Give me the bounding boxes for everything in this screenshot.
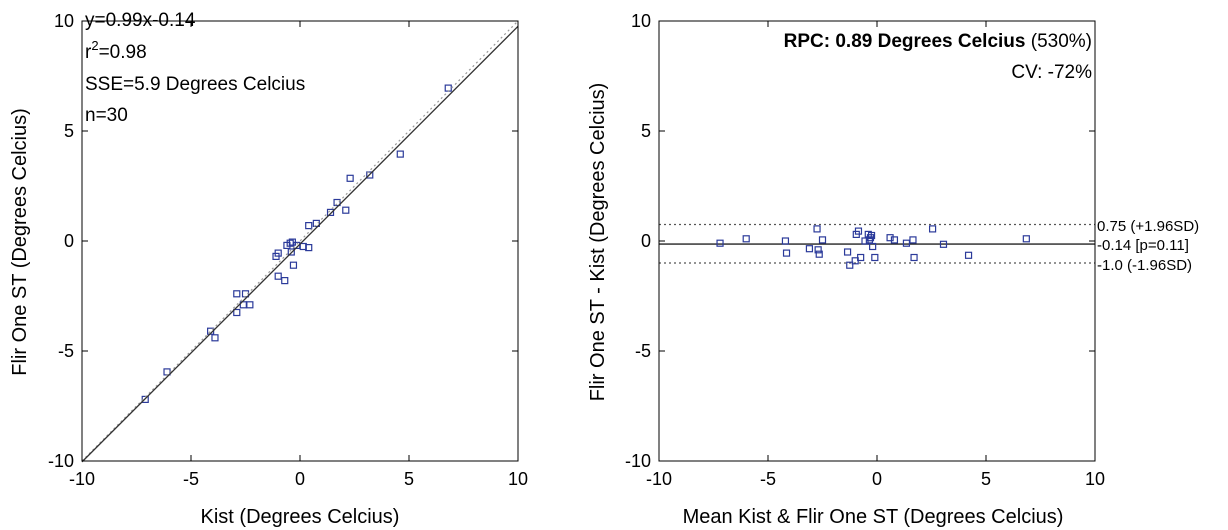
bland-altman-x-tick-label: 5 bbox=[981, 469, 991, 489]
bland-altman-y-tick-label: 10 bbox=[631, 11, 651, 31]
regression-y-axis-title: Flir One ST (Degrees Celcius) bbox=[9, 108, 31, 375]
upper-limit-label: 0.75 (+1.96SD) bbox=[1097, 218, 1199, 235]
bland-altman-data-point bbox=[890, 236, 899, 244]
bland-altman-x-tick-label: 0 bbox=[872, 469, 882, 489]
regression-data-point bbox=[289, 261, 298, 269]
regression-data-point bbox=[444, 84, 452, 92]
regression-data-point bbox=[342, 206, 350, 214]
bland-altman-data-point bbox=[909, 236, 917, 244]
bland-altman-points bbox=[716, 225, 1030, 269]
regression-n: n=30 bbox=[85, 105, 128, 126]
regression-data-point bbox=[233, 290, 241, 298]
bland-altman-data-point bbox=[742, 235, 750, 243]
bland-altman-data-point bbox=[910, 253, 918, 262]
regression-y-tick-label: -5 bbox=[58, 341, 74, 361]
regression-data-point bbox=[246, 301, 254, 309]
bland-altman-data-point bbox=[814, 246, 822, 254]
bland-altman-x-tick-label: 10 bbox=[1085, 469, 1105, 489]
identity-line bbox=[81, 20, 519, 462]
regression-data-point bbox=[333, 198, 341, 207]
bland-altman-data-point bbox=[1022, 235, 1030, 243]
regression-data-point bbox=[312, 219, 320, 227]
bland-altman-data-point bbox=[867, 231, 876, 240]
bland-altman-plot: -10 -5 0 5 10 -10 -5 0 5 10 RPC: 0.89 Degrees Cel… bbox=[587, 11, 1199, 528]
regression-data-point bbox=[396, 150, 404, 158]
regression-data-point bbox=[288, 238, 296, 246]
bland-altman-data-point bbox=[964, 251, 973, 259]
regression-x-tick-label: 10 bbox=[508, 469, 528, 489]
bland-altman-data-point bbox=[857, 253, 865, 262]
regression-x-tick-label: 5 bbox=[404, 469, 414, 489]
regression-x-axis-title: Kist (Degrees Celcius) bbox=[201, 506, 400, 528]
lower-limit-label: -1.0 (-1.96SD) bbox=[1097, 257, 1192, 274]
regression-y-tick-label: 10 bbox=[54, 11, 74, 31]
bland-altman-x-tick-label: -10 bbox=[646, 469, 672, 489]
regression-points bbox=[141, 84, 452, 403]
regression-y-tick-label: -10 bbox=[48, 451, 74, 471]
regression-y-tick-label: 0 bbox=[64, 231, 74, 251]
bland-altman-data-point bbox=[854, 227, 863, 235]
bland-altman-axis-ticks: -10 -5 0 5 10 -10 -5 0 5 10 bbox=[625, 11, 1105, 489]
regression-x-tick-label: -5 bbox=[183, 469, 199, 489]
regression-data-point bbox=[305, 222, 313, 230]
bland-altman-data-point bbox=[886, 234, 894, 242]
regression-data-point bbox=[305, 244, 313, 252]
regression-axis-ticks: -10 -5 0 5 10 -10 -5 0 5 10 bbox=[48, 11, 528, 489]
regression-data-point bbox=[274, 249, 282, 257]
bland-altman-data-point bbox=[813, 225, 821, 233]
regression-data-point bbox=[366, 171, 374, 179]
regression-fit-line bbox=[81, 25, 519, 463]
bland-altman-x-tick-label: -5 bbox=[760, 469, 776, 489]
bland-altman-data-point bbox=[846, 261, 854, 269]
regression-sse: SSE=5.9 Degrees Celcius bbox=[85, 74, 305, 95]
bland-altman-data-point bbox=[869, 242, 877, 251]
regression-equation: y=0.99x-0.14 bbox=[85, 10, 196, 31]
bland-altman-y-axis-title: Flir One ST - Kist (Degrees Celcius) bbox=[587, 83, 609, 402]
bland-altman-data-point bbox=[866, 234, 875, 242]
bland-altman-y-tick-label: -5 bbox=[635, 341, 651, 361]
bland-altman-y-tick-label: 0 bbox=[641, 231, 651, 251]
regression-data-point bbox=[281, 277, 289, 285]
regression-data-point bbox=[233, 308, 241, 317]
bland-altman-x-axis-title: Mean Kist & Flir One ST (Degrees Celcius… bbox=[683, 506, 1064, 528]
bland-altman-data-point bbox=[782, 249, 791, 257]
bland-altman-data-point bbox=[815, 250, 823, 258]
bland-altman-data-point bbox=[871, 253, 879, 262]
regression-y-tick-label: 5 bbox=[64, 121, 74, 141]
regression-data-point bbox=[346, 174, 354, 182]
bland-altman-data-point bbox=[928, 225, 937, 233]
bland-altman-data-point bbox=[865, 236, 873, 244]
bland-altman-data-point bbox=[902, 239, 911, 247]
bland-altman-data-point bbox=[805, 245, 814, 253]
bland-altman-data-point bbox=[781, 237, 790, 245]
bland-altman-y-tick-label: -10 bbox=[625, 451, 651, 471]
regression-data-point bbox=[326, 208, 335, 216]
regression-x-tick-label: -10 bbox=[69, 469, 95, 489]
bland-altman-data-point bbox=[843, 248, 852, 256]
bland-altman-data-point bbox=[818, 236, 827, 244]
bland-altman-data-point bbox=[939, 240, 948, 248]
bland-altman-lines bbox=[659, 223, 1095, 264]
mean-difference-label: -0.14 [p=0.11] bbox=[1097, 237, 1189, 254]
rpc-annotation: RPC: 0.89 Degrees Celcius (530%) bbox=[784, 31, 1092, 52]
regression-data-point bbox=[287, 248, 295, 256]
regression-x-tick-label: 0 bbox=[295, 469, 305, 489]
regression-data-point bbox=[211, 334, 219, 342]
bland-altman-data-point bbox=[716, 239, 724, 247]
regression-lines bbox=[81, 20, 519, 463]
regression-r-squared: r2=0.98 bbox=[85, 38, 147, 63]
cv-annotation: CV: -72% bbox=[1011, 62, 1092, 83]
bland-altman-y-tick-label: 5 bbox=[641, 121, 651, 141]
regression-data-point bbox=[274, 272, 282, 280]
